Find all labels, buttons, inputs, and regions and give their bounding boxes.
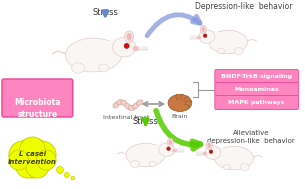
Text: Monoamines: Monoamines xyxy=(234,87,279,92)
Ellipse shape xyxy=(121,100,127,106)
Circle shape xyxy=(9,141,36,169)
Ellipse shape xyxy=(202,27,205,32)
Ellipse shape xyxy=(125,103,131,109)
Ellipse shape xyxy=(133,103,139,109)
FancyBboxPatch shape xyxy=(215,95,298,109)
Circle shape xyxy=(13,138,52,178)
Circle shape xyxy=(64,173,69,177)
Text: Microbiota
structure
changes: Microbiota structure changes xyxy=(14,98,61,131)
FancyBboxPatch shape xyxy=(2,79,73,117)
FancyBboxPatch shape xyxy=(215,70,298,84)
FancyArrowPatch shape xyxy=(147,15,200,36)
Circle shape xyxy=(28,141,56,169)
Ellipse shape xyxy=(117,100,123,105)
Ellipse shape xyxy=(125,31,134,43)
FancyBboxPatch shape xyxy=(215,83,298,97)
Ellipse shape xyxy=(136,100,143,105)
Ellipse shape xyxy=(207,143,211,148)
Text: Depression-like  behavior: Depression-like behavior xyxy=(195,2,292,11)
Ellipse shape xyxy=(206,141,212,149)
Ellipse shape xyxy=(65,38,121,72)
Ellipse shape xyxy=(132,46,139,51)
Circle shape xyxy=(209,150,213,153)
Ellipse shape xyxy=(205,146,221,159)
Text: Intestinal tract: Intestinal tract xyxy=(103,115,149,120)
Ellipse shape xyxy=(234,47,243,55)
Ellipse shape xyxy=(199,30,215,43)
Ellipse shape xyxy=(152,144,167,159)
Circle shape xyxy=(16,154,39,178)
Ellipse shape xyxy=(99,64,109,72)
Ellipse shape xyxy=(167,138,173,146)
Ellipse shape xyxy=(214,146,253,170)
Ellipse shape xyxy=(240,163,249,171)
Circle shape xyxy=(9,150,28,170)
Ellipse shape xyxy=(168,94,192,112)
Ellipse shape xyxy=(149,161,156,167)
Ellipse shape xyxy=(203,152,207,155)
Circle shape xyxy=(56,167,63,174)
Text: Brain: Brain xyxy=(172,114,188,119)
Circle shape xyxy=(20,137,45,163)
Circle shape xyxy=(71,176,74,180)
Ellipse shape xyxy=(128,105,135,111)
FancyArrowPatch shape xyxy=(156,111,200,149)
Ellipse shape xyxy=(197,36,201,39)
Ellipse shape xyxy=(113,102,119,108)
Circle shape xyxy=(203,34,207,37)
Ellipse shape xyxy=(131,160,139,168)
Ellipse shape xyxy=(159,143,175,156)
Ellipse shape xyxy=(223,164,231,170)
Text: BNDF-TrkB signaling: BNDF-TrkB signaling xyxy=(221,74,292,79)
Ellipse shape xyxy=(217,48,224,54)
Circle shape xyxy=(36,150,56,170)
Text: Alleviative
depression-like  behavior: Alleviative depression-like behavior xyxy=(207,130,295,143)
Ellipse shape xyxy=(113,37,136,57)
Ellipse shape xyxy=(209,30,248,54)
Text: Stress: Stress xyxy=(133,117,159,126)
Circle shape xyxy=(124,43,129,49)
Ellipse shape xyxy=(169,140,172,145)
Ellipse shape xyxy=(207,31,221,46)
Ellipse shape xyxy=(104,39,124,60)
Ellipse shape xyxy=(173,149,177,152)
Ellipse shape xyxy=(126,143,165,167)
Ellipse shape xyxy=(213,147,227,162)
Text: L casei
intervention: L casei intervention xyxy=(8,151,57,165)
Ellipse shape xyxy=(72,63,84,73)
Text: Stress: Stress xyxy=(92,8,118,17)
Ellipse shape xyxy=(200,25,206,33)
Circle shape xyxy=(26,154,49,178)
Ellipse shape xyxy=(127,33,132,41)
Circle shape xyxy=(167,147,170,150)
Text: MAPK pathways: MAPK pathways xyxy=(228,100,285,105)
